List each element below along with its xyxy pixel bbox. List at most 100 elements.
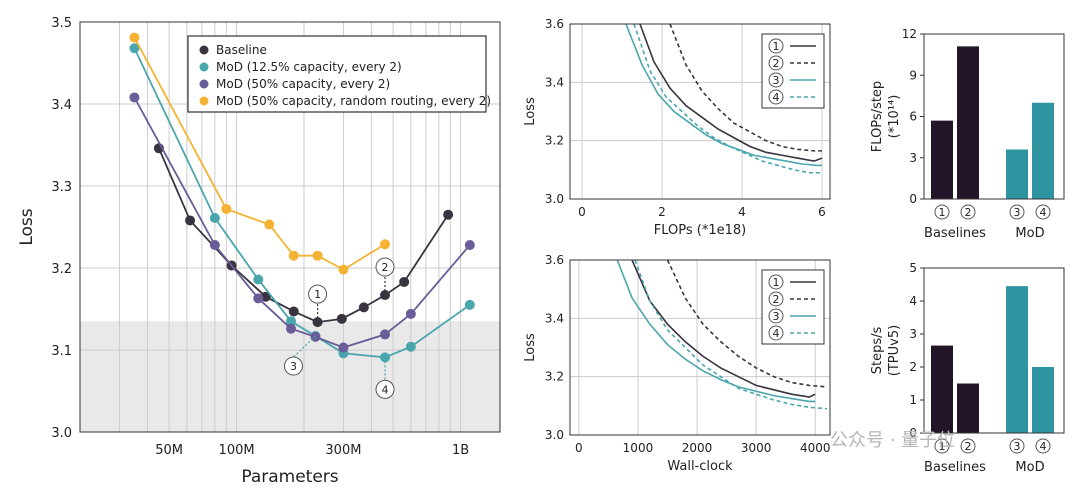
main-loss-vs-parameters-chart: 3.0 3.1 3.2 3.3 3.4 3.5 50M 100M 300M 1B Parameter…	[17, 16, 501, 487]
category-3-label: 3	[1014, 440, 1021, 453]
series-line-2	[666, 260, 828, 388]
series-line-mod50	[133, 97, 471, 349]
data-point-mod50	[380, 329, 391, 340]
legend-entry-4-circle	[768, 89, 784, 105]
x-tick-label: 50M	[155, 443, 183, 458]
series-line-4	[633, 24, 822, 174]
legend-entry-2-label: 2	[773, 293, 780, 306]
annotation-3-label: 3	[290, 360, 297, 373]
legend-entry-mod50r: MoD (50% capacity, random routing, every…	[216, 94, 491, 108]
data-point-mod125	[129, 43, 140, 54]
series-line-1	[639, 24, 823, 162]
x-tick-label: 100M	[219, 443, 255, 458]
x-tick-label: 1000	[623, 441, 654, 455]
annotation-1-label: 1	[314, 288, 321, 301]
y-tick-label: 3.0	[545, 192, 564, 206]
data-point-mod50	[286, 323, 297, 334]
data-point-mod50r	[312, 250, 323, 261]
group-label-baselines: Baselines	[924, 460, 986, 475]
y-tick-label: 3.6	[545, 253, 564, 267]
y-axis-label: Loss	[523, 97, 538, 126]
x-tick-label: 3000	[741, 441, 772, 455]
y-tick-label: 0	[909, 192, 917, 206]
legend-entry-mod50: MoD (50% capacity, every 2)	[216, 77, 390, 91]
x-tick-label: 300M	[325, 443, 361, 458]
y-tick-label: 6	[909, 110, 917, 124]
data-point-mod50	[253, 293, 264, 304]
data-point-mod50r	[338, 264, 349, 275]
data-point-baseline	[399, 276, 410, 287]
data-point-mod50r	[129, 32, 140, 43]
y-tick-label: 1	[909, 393, 917, 407]
legend: 1 2 3 4	[761, 33, 825, 109]
legend-marker-mod50	[199, 79, 209, 89]
annotation-4-label: 4	[382, 383, 389, 396]
category-3-circle	[1009, 438, 1025, 454]
category-2-circle	[960, 438, 976, 454]
data-point-mod125	[209, 212, 220, 223]
y-axis-label: Loss	[523, 333, 538, 362]
y-tick-label: 5	[909, 261, 917, 275]
category-1-label: 1	[939, 440, 946, 453]
y-tick-label: 3.0	[545, 428, 564, 442]
y-tick-label: 3.2	[545, 134, 564, 148]
x-tick-label: 0	[575, 441, 583, 455]
category-4-circle	[1035, 204, 1051, 220]
data-point-mod50	[129, 92, 140, 103]
legend-entry-4-label: 4	[773, 91, 780, 104]
data-point-mod50r	[380, 239, 391, 250]
bar-1	[931, 345, 953, 433]
annotation-3-circle	[283, 356, 303, 376]
category-1-circle	[934, 438, 950, 454]
loss-vs-flops-chart: 0 2 4 6 3.0 3.2 3.4 3.6 FLOPs (*1e18) Loss 1 2 3 4	[523, 17, 831, 238]
plot-frame	[569, 259, 831, 436]
y-tick-label: 3.4	[51, 98, 72, 113]
y-tick-label: 3	[909, 327, 917, 341]
legend-entry-baseline: Baseline	[216, 43, 267, 57]
data-point-mod50	[209, 240, 220, 251]
legend-box	[187, 35, 487, 113]
group-label-mod: MoD	[1015, 226, 1044, 241]
legend-entry-3-label: 3	[773, 74, 780, 87]
x-axis-label: Parameters	[241, 467, 338, 487]
legend-entry-3-circle	[768, 308, 784, 324]
legend-entry-3-circle	[768, 72, 784, 88]
category-2-label: 2	[965, 440, 972, 453]
legend: 1 2 3 4	[761, 269, 825, 345]
y-axis-label-line1: FLOPs/step	[870, 81, 885, 152]
y-tick-label: 3.5	[51, 16, 72, 31]
steps-per-second-bar-chart: 0 1 2 3 4 5 1 2 3 4 Baselines MoD Steps/s (TPUv5)	[870, 261, 1065, 475]
y-tick-label: 2	[909, 360, 917, 374]
y-tick-label: 9	[909, 68, 917, 82]
x-axis-label: FLOPs (*1e18)	[654, 223, 746, 238]
category-4-label: 4	[1040, 440, 1047, 453]
category-1-label: 1	[939, 206, 946, 219]
legend-entry-1-circle	[768, 38, 784, 54]
bar-4	[1032, 367, 1054, 433]
data-point-baseline	[288, 306, 299, 317]
legend-marker-baseline	[199, 45, 209, 55]
x-axis-label: Wall-clock	[667, 459, 733, 474]
y-tick-label: 3.3	[51, 180, 72, 195]
plot-frame	[923, 33, 1065, 200]
watermark-text: 公众号 · 量子位	[830, 430, 955, 451]
y-tick-label: 3.4	[545, 75, 564, 89]
category-3-circle	[1009, 204, 1025, 220]
category-4-circle	[1035, 438, 1051, 454]
plot-frame	[569, 23, 831, 200]
data-point-mod50	[464, 240, 475, 251]
legend-entry-4-label: 4	[773, 327, 780, 340]
plot-frame	[79, 21, 501, 433]
legend-entry-3-label: 3	[773, 310, 780, 323]
y-tick-label: 3.4	[545, 311, 564, 325]
annotation-leader	[293, 335, 316, 358]
group-label-mod: MoD	[1015, 460, 1044, 475]
data-point-mod125	[464, 299, 475, 310]
y-tick-label: 0	[909, 426, 917, 440]
annotation-2-label: 2	[382, 261, 389, 274]
y-tick-label: 3	[909, 151, 917, 165]
x-tick-label: 1B	[452, 443, 469, 458]
data-point-mod125	[253, 274, 264, 285]
plot-frame	[923, 267, 1065, 434]
